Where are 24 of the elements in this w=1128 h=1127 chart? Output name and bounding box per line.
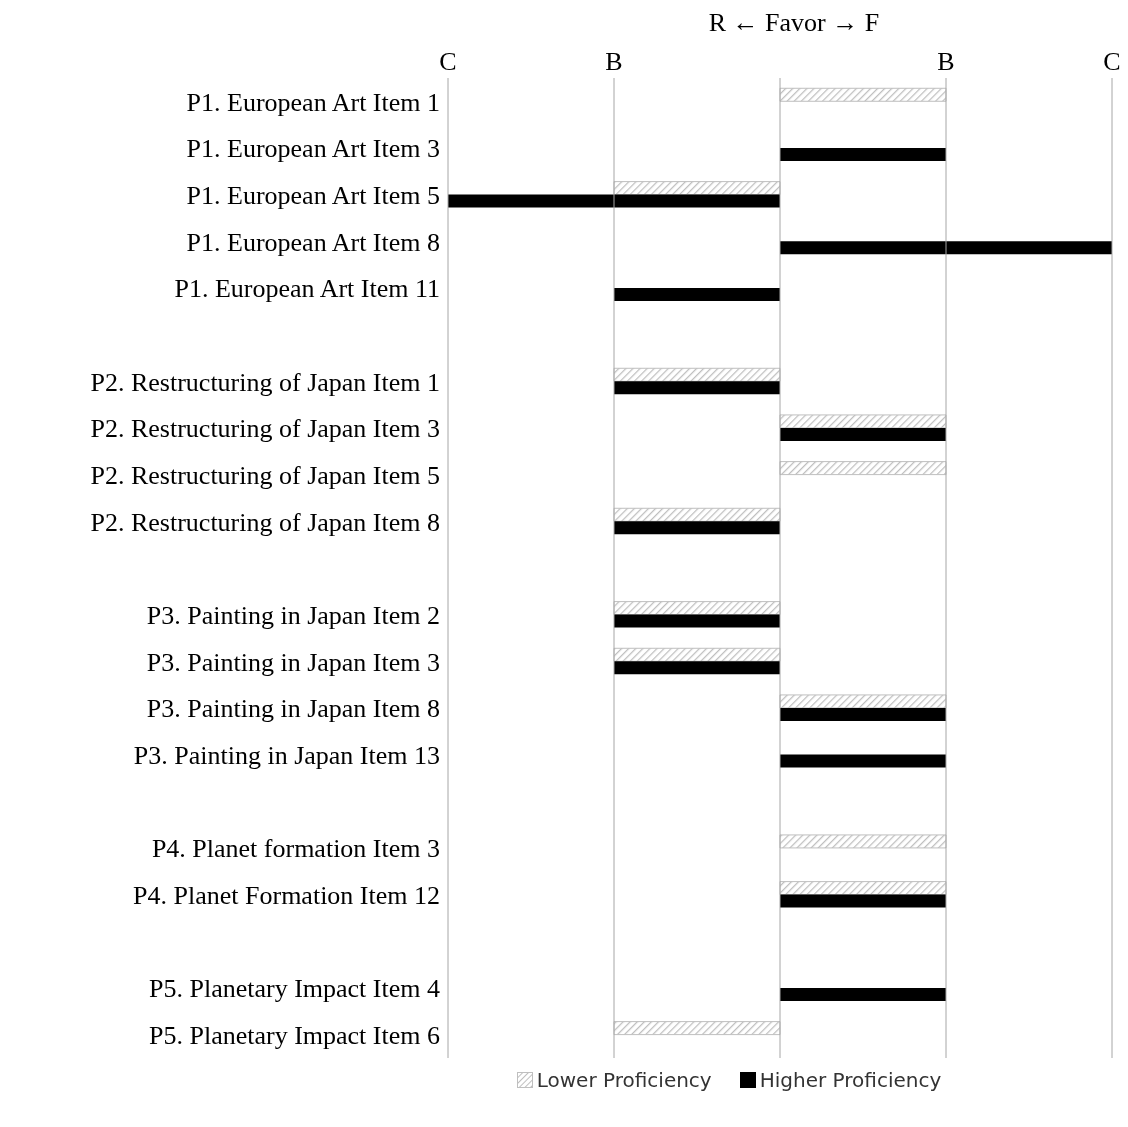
chart-title: R ← Favor → F	[707, 8, 881, 38]
y-tick-label: P2. Restructuring of Japan Item 1	[90, 367, 440, 397]
y-tick-label: P1. European Art Item 11	[174, 274, 440, 304]
y-tick-label: P3. Painting in Japan Item 8	[146, 694, 440, 724]
series-label: Lower Proficiency	[535, 1068, 712, 1092]
y-tick-label: P2. Restructuring of Japan Item 8	[90, 507, 440, 537]
y-tick-label: P2. Restructuring of Japan Item 5	[90, 460, 440, 490]
y-tick-label: P5. Planetary Impact Item 4	[149, 974, 440, 1004]
text: C	[1103, 47, 1121, 76]
y-tick-label: P3. Painting in Japan Item 2	[146, 600, 440, 630]
y-tick-label: P1. European Art Item 3	[186, 134, 440, 164]
y-tick-label: P4. Planet formation Item 3	[151, 834, 440, 864]
text: B	[937, 47, 955, 76]
y-tick-label: P3. Painting in Japan Item 3	[146, 647, 440, 677]
y-tick-label: P3. Painting in Japan Item 13	[133, 740, 440, 770]
y-tick-label: P2. Restructuring of Japan Item 3	[90, 414, 440, 444]
text: C	[439, 47, 457, 76]
text: B	[605, 47, 623, 76]
y-tick-label: P5. Planetary Impact Item 6	[149, 1020, 440, 1050]
legend-label: Higher Proficiency	[758, 1068, 942, 1092]
y-tick-label: P1. European Art Item 8	[186, 227, 440, 257]
y-tick-label: P1. European Art Item 5	[186, 180, 440, 210]
y-tick-label: P4. Planet Formation Item 12	[133, 880, 440, 910]
y-tick-label: P1. European Art Item 1	[186, 87, 440, 117]
